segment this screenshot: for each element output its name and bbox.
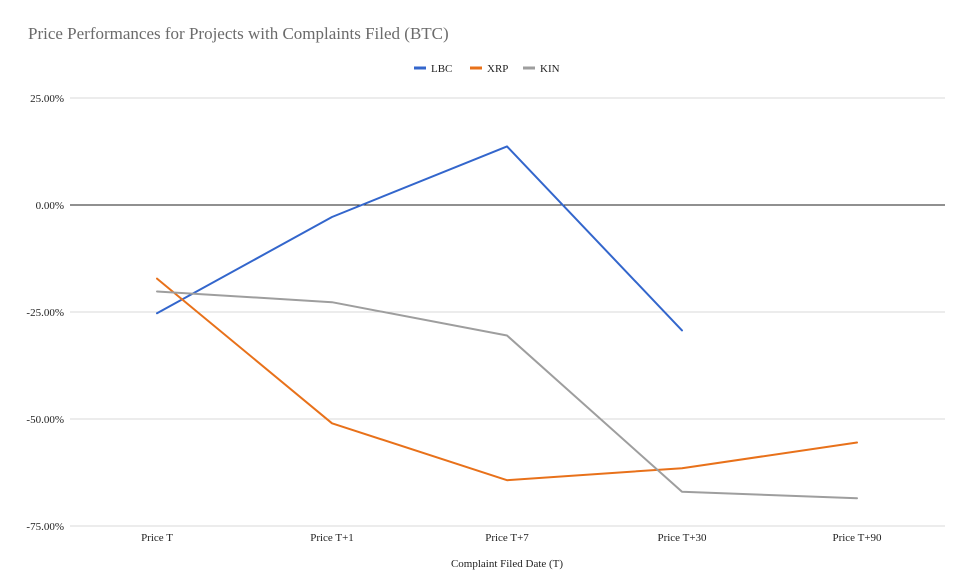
gridlines [70, 97, 945, 527]
series-lines [156, 145, 858, 500]
x-tick-label: Price T+90 [832, 532, 882, 544]
x-tick-label: Price T+7 [485, 532, 529, 544]
legend-label: XRP [487, 63, 508, 75]
x-tick-label: Price T+1 [310, 532, 354, 544]
y-tick-label: -50.00% [26, 414, 64, 426]
x-tick-label: Price T+30 [657, 532, 707, 544]
y-tick-label: -25.00% [26, 307, 64, 319]
legend-label: KIN [540, 63, 560, 75]
series-line-lbc [156, 145, 683, 332]
legend-label: LBC [431, 63, 452, 75]
series-kin [156, 290, 858, 500]
y-axis-ticks: 25.00% 0.00% -25.00% -50.00% -75.00% [26, 93, 64, 533]
series-line-kin [156, 290, 858, 500]
legend: LBC XRP KIN [414, 63, 560, 75]
series-line-xrp [156, 277, 858, 482]
x-tick-label: Price T [141, 532, 173, 544]
series-xrp [156, 277, 858, 482]
y-tick-label: -75.00% [26, 521, 64, 533]
chart-title: Price Performances for Projects with Com… [28, 24, 449, 43]
y-tick-label: 0.00% [36, 200, 64, 212]
x-axis-ticks: Price T Price T+1 Price T+7 Price T+30 Price… [141, 532, 882, 544]
series-lbc [156, 145, 683, 332]
x-axis-label: Complaint Filed Date (T) [451, 558, 563, 570]
y-tick-label: 25.00% [30, 93, 64, 105]
